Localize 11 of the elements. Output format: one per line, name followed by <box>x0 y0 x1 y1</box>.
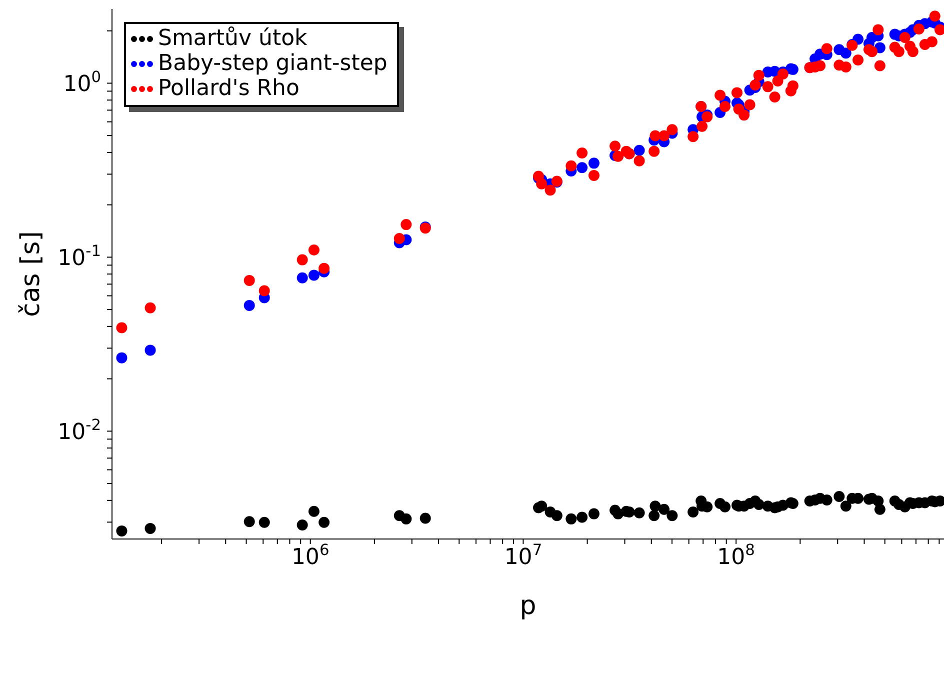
x-tick-label: 10$^{7}$ <box>504 541 542 570</box>
y-tick-label: 10$^{-1}$ <box>58 242 101 272</box>
x-tick-label: 10$^{8}$ <box>717 541 755 570</box>
x-tick-label: 10$^{6}$ <box>291 541 330 570</box>
y-tick-label: 10$^{0}$ <box>63 68 101 98</box>
legend-label: Baby-step giant-step <box>158 51 388 76</box>
y-axis-title: čas [s] <box>16 231 46 317</box>
legend-label: Pollard's Rho <box>158 76 300 101</box>
x-axis-title: p <box>520 591 536 621</box>
legend-label: Smartův útok <box>158 26 308 51</box>
y-tick-label: 10$^{-2}$ <box>58 416 101 446</box>
